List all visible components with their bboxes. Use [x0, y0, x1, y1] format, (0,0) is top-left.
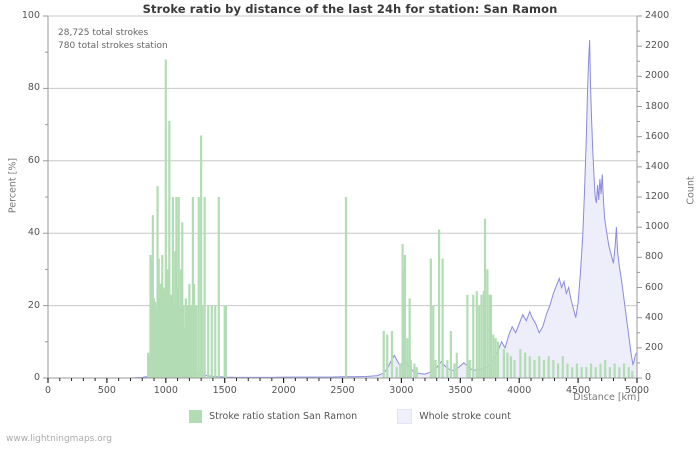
- y-tick-left-60: 60: [27, 154, 40, 166]
- x-tick-3500: 3500: [448, 385, 473, 396]
- y-tick-right-1600: 1600: [645, 130, 670, 142]
- x-tick-3000: 3000: [389, 385, 414, 396]
- x-tick-2000: 2000: [271, 385, 296, 396]
- chart-title: Stroke ratio by distance of the last 24h…: [142, 2, 558, 16]
- x-tick-1500: 1500: [212, 385, 237, 396]
- x-tick-2500: 2500: [330, 385, 355, 396]
- y-tick-right-200: 200: [645, 341, 664, 353]
- x-tick-4500: 4500: [566, 385, 591, 396]
- x-tick-500: 500: [97, 385, 116, 396]
- y-tick-right-1200: 1200: [645, 191, 670, 202]
- x-tick-4000: 4000: [507, 385, 532, 396]
- y-tick-right-2200: 2200: [645, 40, 670, 52]
- y-tick-right-1400: 1400: [645, 160, 670, 172]
- y-tick-right-600: 600: [645, 281, 664, 293]
- legend-item-whole-count: Whole stroke count: [397, 409, 511, 424]
- y-tick-left-100: 100: [21, 10, 40, 21]
- y-tick-left-0: 0: [33, 372, 40, 383]
- annotation-total-strokes: 28,725 total strokes: [58, 28, 149, 38]
- y-tick-right-2000: 2000: [645, 70, 670, 82]
- legend-swatch-green: [189, 410, 203, 423]
- y-tick-right-1000: 1000: [645, 221, 670, 233]
- chart-legend: Stroke ratio station San Ramon Whole str…: [0, 409, 700, 424]
- y-tick-left-20: 20: [27, 299, 40, 311]
- legend-item-stroke-ratio: Stroke ratio station San Ramon: [189, 410, 357, 423]
- legend-label-stroke-ratio: Stroke ratio station San Ramon: [209, 411, 358, 422]
- y-tick-right-400: 400: [645, 311, 664, 323]
- footer-url: www.lightningmaps.org: [6, 434, 112, 444]
- legend-swatch-lavender: [397, 409, 413, 424]
- x-tick-5000: 5000: [624, 385, 650, 396]
- x-tick-0: 0: [44, 385, 52, 396]
- y-tick-right-0: 0: [645, 372, 652, 383]
- y-tick-right-2400: 2400: [645, 10, 670, 21]
- annotation-total-strokes-station: 780 total strokes station: [58, 41, 168, 51]
- legend-label-whole-count: Whole stroke count: [419, 411, 511, 422]
- y-tick-left-80: 80: [27, 82, 40, 94]
- y-tick-right-800: 800: [645, 251, 664, 263]
- y-tick-left-40: 40: [27, 227, 40, 239]
- x-axis-label: Distance [km]: [573, 392, 640, 403]
- x-tick-1000: 1000: [153, 385, 178, 396]
- y-tick-right-1800: 1800: [645, 100, 670, 112]
